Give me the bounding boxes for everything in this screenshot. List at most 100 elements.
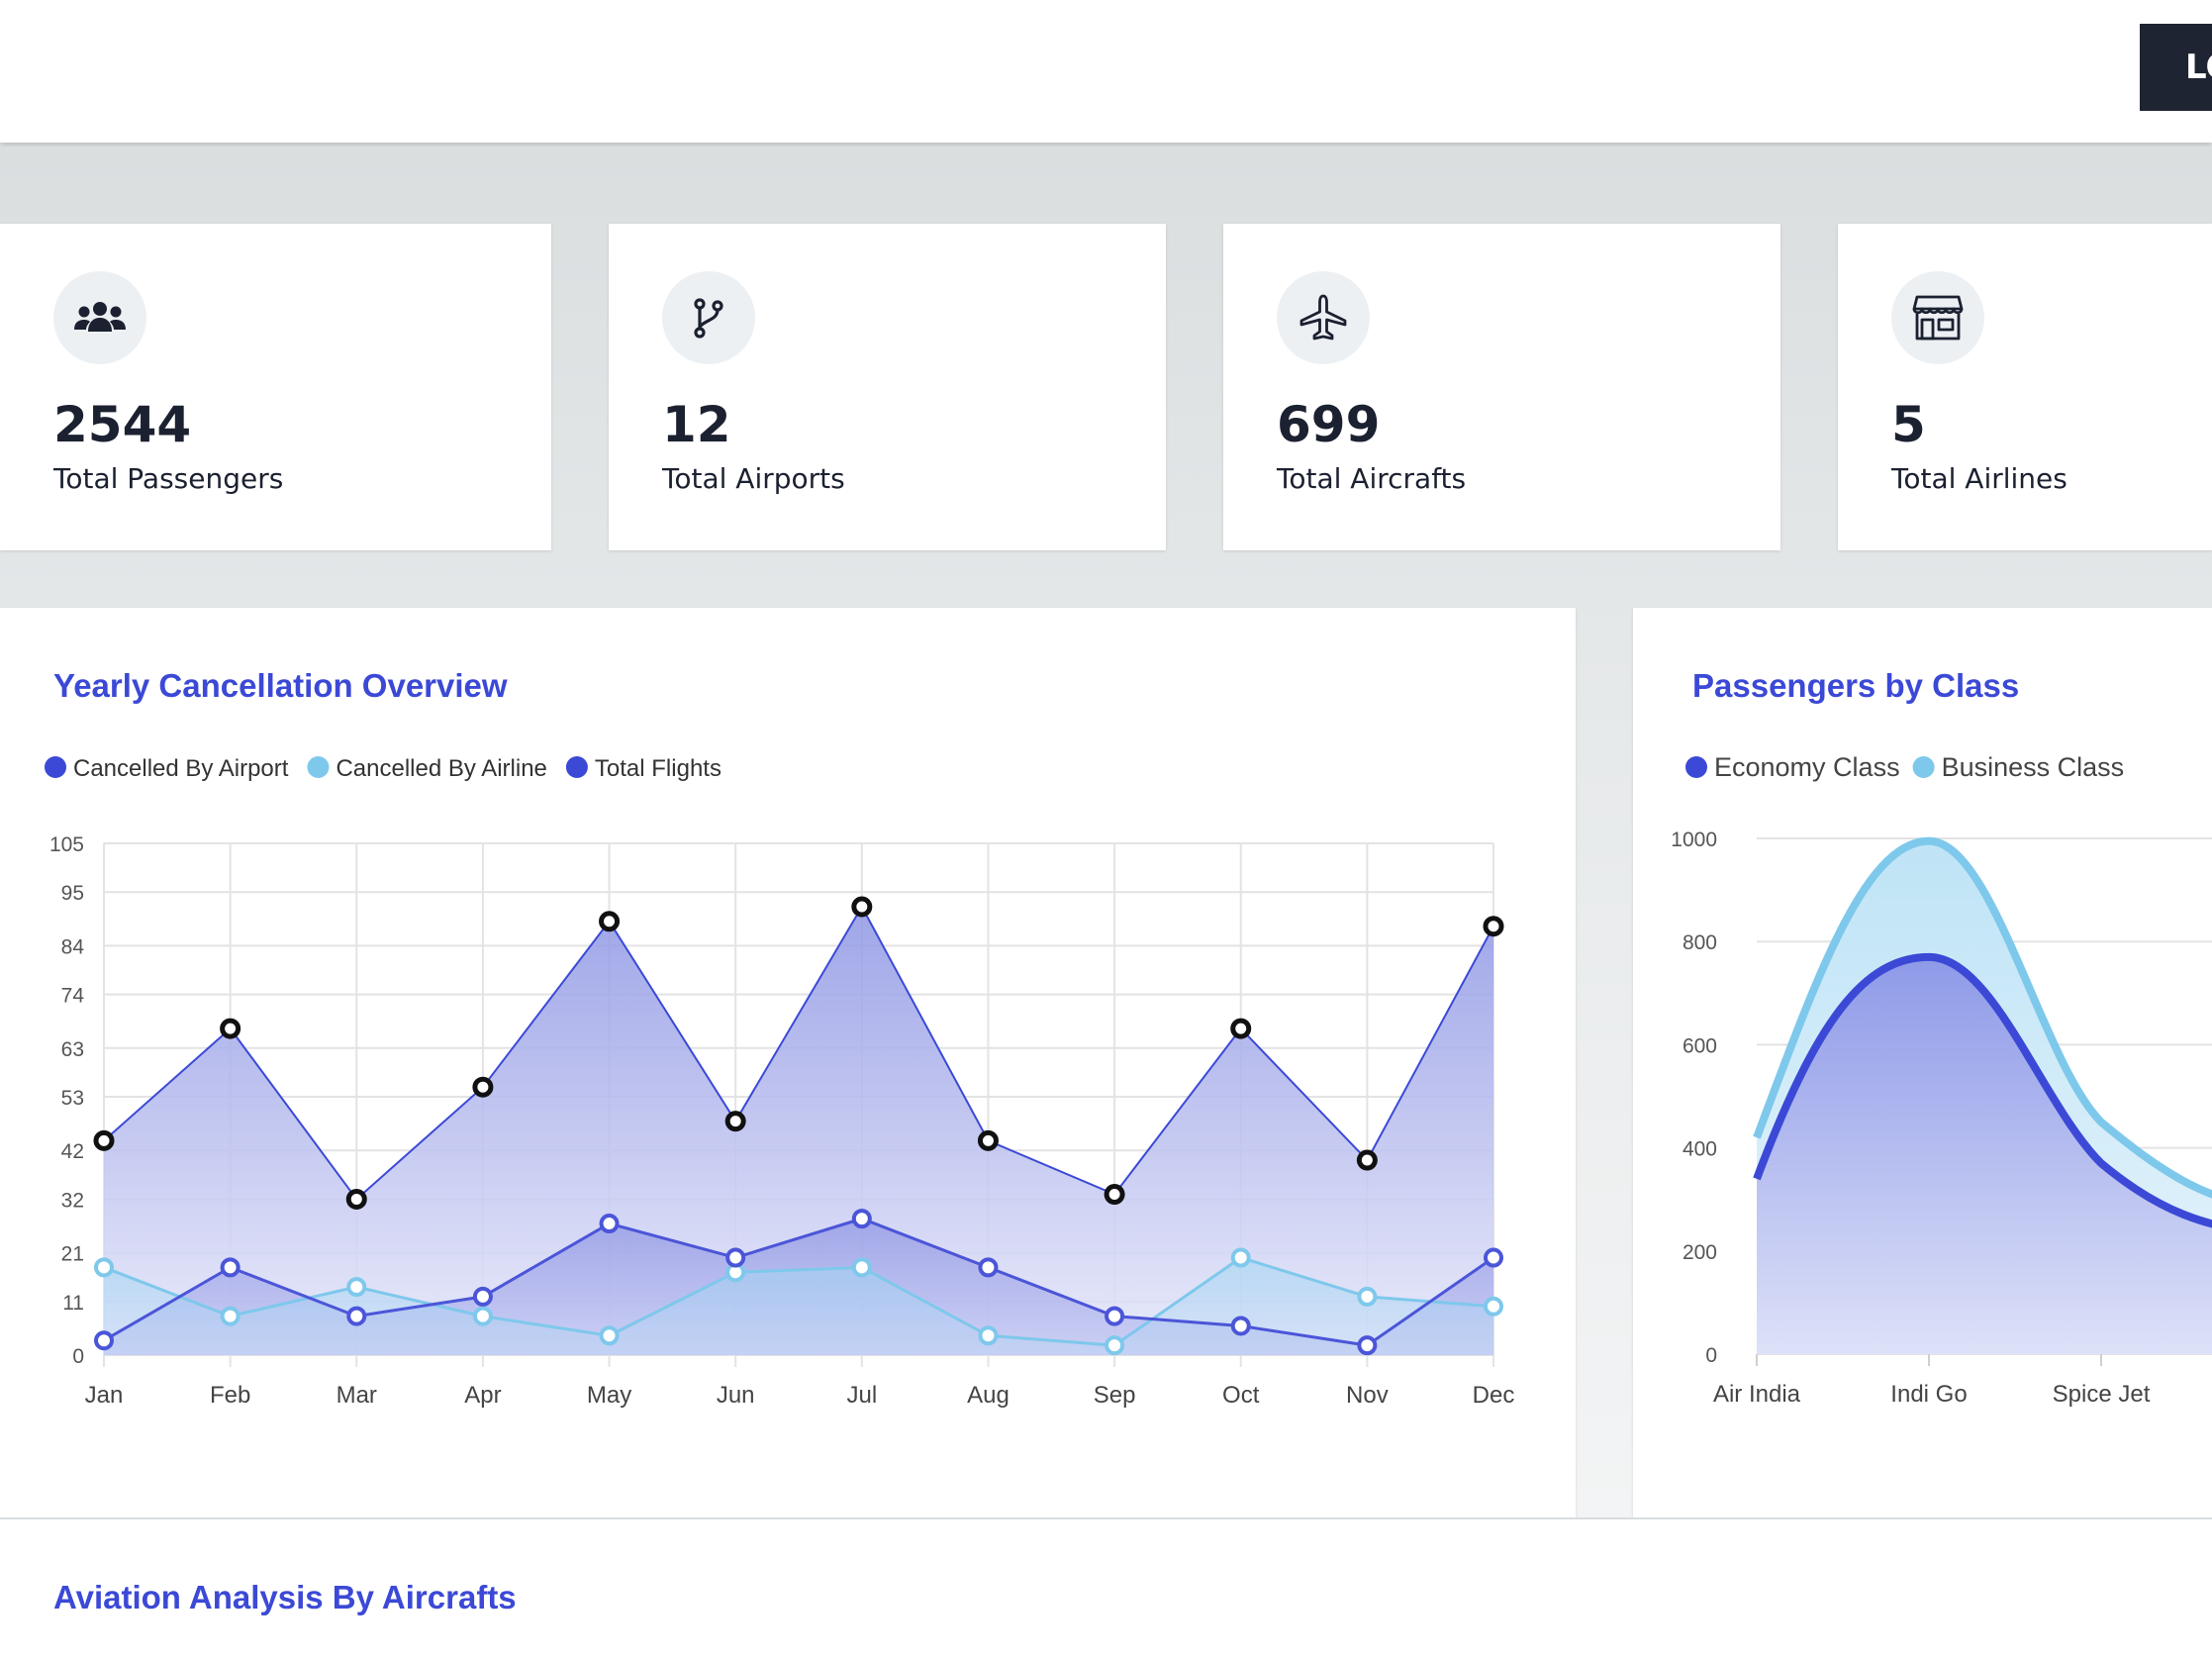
y-tick-label: 21 (61, 1243, 84, 1266)
cancelled-by-airline-point (978, 1325, 999, 1346)
cancelled-by-airport-point (1105, 1306, 1125, 1326)
cancelled-by-airport-line (103, 1217, 1494, 1347)
cancelled-by-airline-point (472, 1306, 493, 1326)
panel-title: Passengers by Class (1692, 667, 2020, 704)
legend-marker (1912, 756, 1935, 778)
cancelled-by-airline-point (1357, 1286, 1378, 1307)
cancelled-by-airline-line (103, 1255, 1494, 1347)
total-flights-point (93, 1129, 115, 1151)
x-tick-label: Spice Jet (2053, 1381, 2151, 1408)
stat-label: Total Passengers (53, 462, 284, 495)
legend-marker (565, 756, 588, 778)
stat-value: 2544 (53, 396, 192, 453)
x-tick-label: Jan (85, 1382, 124, 1409)
total-flights-point (1230, 1018, 1252, 1039)
cancelled-by-airport-point (472, 1286, 493, 1307)
stat-label: Total Airports (662, 462, 845, 495)
economy-class-line (1753, 952, 2212, 1228)
y-tick-label: 42 (61, 1140, 84, 1163)
stat-value: 699 (1277, 396, 1381, 453)
total-flights-point (724, 1111, 746, 1132)
x-tick-label: Air India (1713, 1381, 1801, 1408)
cancelled-by-airport-point (1230, 1316, 1251, 1336)
cancelled-by-airline-point (94, 1257, 114, 1278)
stat-value: 5 (1891, 396, 1926, 453)
cancelled-by-airport-point (1357, 1335, 1378, 1356)
cancellation-panel: Yearly Cancellation Overview Cancelled B… (0, 608, 1576, 1518)
y-tick-label: 400 (1683, 1138, 1717, 1161)
y-tick-label: 105 (49, 833, 84, 856)
total-flights-point (1356, 1149, 1378, 1171)
y-tick-label: 53 (61, 1087, 84, 1110)
stat-value: 12 (662, 396, 731, 453)
x-tick-label: Aug (967, 1382, 1010, 1409)
legend-marker (307, 756, 330, 778)
cancelled-by-airport-point (978, 1257, 999, 1278)
y-tick-label: 32 (61, 1189, 84, 1212)
cancelled-by-airline-point (1484, 1296, 1503, 1317)
stat-label: Total Airlines (1891, 462, 2068, 495)
x-tick-label: Nov (1346, 1382, 1389, 1409)
cancelled-by-airport-point (725, 1247, 746, 1268)
total-flights-line (103, 904, 1494, 1201)
store-icon (1891, 271, 1984, 364)
plane-icon (1277, 271, 1370, 364)
total-flights-area (104, 907, 1493, 1355)
cancelled-by-airline-point (1230, 1247, 1251, 1268)
class-panel: Passengers by Class Economy Class Busines… (1633, 608, 2212, 1518)
x-tick-label: Sep (1094, 1382, 1136, 1409)
stat-card-airports: 12 Total Airports (609, 224, 1166, 550)
cancelled-by-airport-point (94, 1330, 114, 1351)
cancelled-by-airline-point (599, 1325, 620, 1346)
total-flights-point (599, 911, 621, 932)
total-flights-point (345, 1188, 367, 1210)
stat-card-aircrafts: 699 Total Aircrafts (1223, 224, 1780, 550)
route-icon (662, 271, 755, 364)
stat-card-airlines: 5 Total Airlines (1838, 224, 2212, 550)
cancelled-by-airport-point (220, 1257, 240, 1278)
legend-label: Total Flights (595, 755, 721, 782)
total-flights-point (1483, 916, 1504, 937)
legend-marker (45, 756, 66, 778)
x-tick-label: Mar (337, 1382, 377, 1409)
stat-label: Total Aircrafts (1277, 462, 1467, 495)
cancelled-by-airport-point (1484, 1247, 1503, 1268)
top-bar: LOGOUT (0, 0, 2212, 143)
y-tick-label: 1000 (1671, 829, 1717, 851)
users-icon (53, 271, 146, 364)
cancelled-by-airline-point (346, 1277, 367, 1298)
cancelled-by-airport-point (599, 1214, 620, 1234)
y-tick-label: 0 (72, 1345, 84, 1368)
total-flights-point (472, 1076, 494, 1098)
legend-label: Business Class (1942, 752, 2125, 782)
x-tick-label: Oct (1222, 1382, 1260, 1409)
y-tick-label: 95 (61, 882, 84, 905)
y-tick-label: 11 (62, 1292, 84, 1315)
legend-label: Cancelled By Airline (336, 755, 546, 782)
total-flights-point (220, 1018, 241, 1039)
cancelled-by-airline-point (220, 1306, 240, 1326)
cancelled-by-airline-point (1105, 1335, 1125, 1356)
x-tick-label: May (587, 1382, 631, 1409)
cancellation-chart: Cancelled By Airport Cancelled By Airline… (45, 755, 1515, 1409)
cancelled-by-airline-area (104, 1257, 1493, 1355)
logout-button[interactable]: LOGOUT (2140, 24, 2212, 111)
x-tick-label: Feb (210, 1382, 250, 1409)
cancelled-by-airport-point (346, 1306, 367, 1326)
y-tick-label: 800 (1683, 931, 1717, 954)
section-title: Aviation Analysis By Aircrafts (53, 1579, 517, 1615)
y-tick-label: 63 (61, 1038, 84, 1061)
x-tick-label: Apr (464, 1382, 501, 1409)
cancelled-by-airport-point (851, 1209, 872, 1229)
legend-label: Economy Class (1714, 752, 1900, 782)
y-tick-label: 600 (1683, 1034, 1717, 1057)
economy-class-area (1757, 956, 2212, 1354)
x-tick-label: Jul (846, 1382, 877, 1409)
panel-title: Yearly Cancellation Overview (53, 667, 508, 704)
y-tick-label: 200 (1683, 1241, 1717, 1264)
total-flights-point (1104, 1184, 1125, 1206)
stat-card-passengers: 2544 Total Passengers (0, 224, 551, 550)
legend-marker (1685, 756, 1707, 778)
legend-label: Cancelled By Airport (73, 755, 289, 782)
x-tick-label: Dec (1473, 1382, 1515, 1409)
